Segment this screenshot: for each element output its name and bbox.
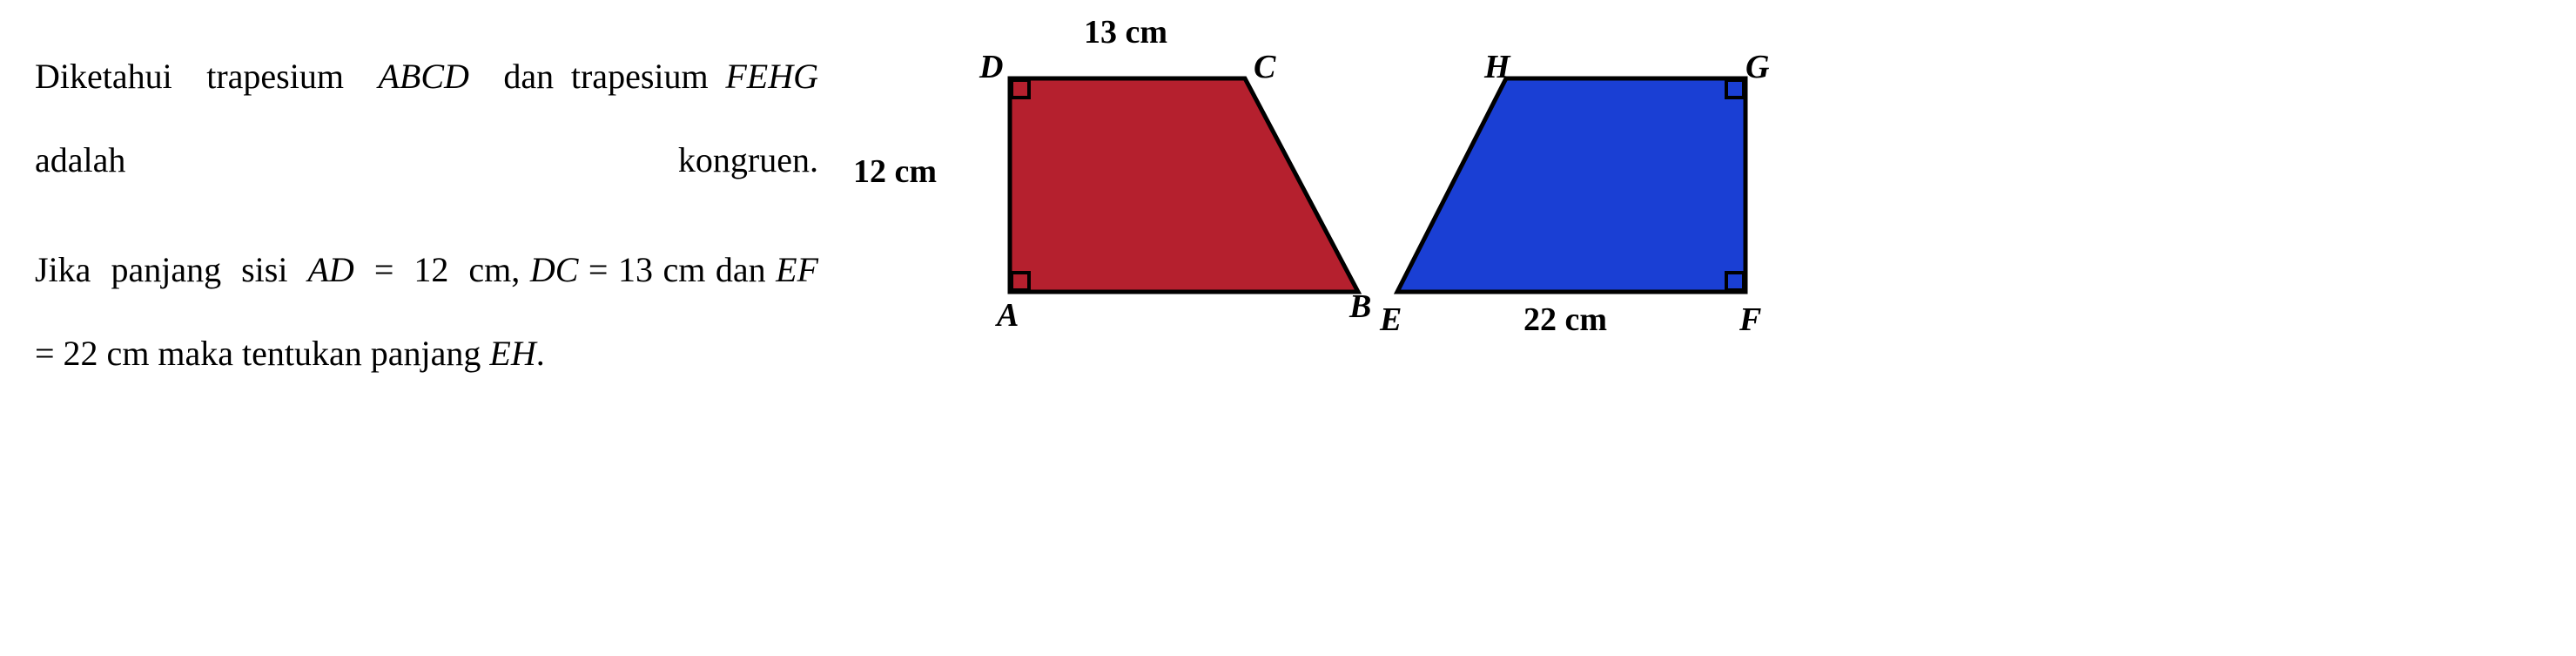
vertex-b: B — [1349, 287, 1371, 326]
paragraph-2: Jika panjang sisi AD = 12 cm, DC = 13 cm… — [35, 228, 818, 396]
blue-trapezoid-wrapper: H G E F 22 cm — [1384, 52, 1776, 322]
diagrams-container: D C A B 13 cm 12 cm H G E F 22 cm — [871, 35, 1776, 322]
vertex-e: E — [1380, 301, 1402, 339]
red-trapezoid-svg — [958, 52, 1367, 322]
vertex-c: C — [1254, 48, 1275, 86]
measure-ef: 22 cm — [1523, 301, 1607, 339]
red-trapezoid-shape — [1010, 78, 1358, 292]
vertex-d: D — [979, 48, 1003, 86]
blue-trapezoid-shape — [1397, 78, 1745, 292]
vertex-a: A — [997, 296, 1019, 335]
blue-trapezoid-svg — [1384, 52, 1776, 322]
paragraph-1: Diketahui trapesium ABCD dan trapesium F… — [35, 35, 818, 202]
vertex-h: H — [1484, 48, 1510, 86]
measure-ad: 12 cm — [853, 152, 937, 191]
vertex-f: F — [1739, 301, 1761, 339]
measure-dc: 13 cm — [1084, 13, 1167, 51]
red-trapezoid-wrapper: D C A B 13 cm 12 cm — [958, 52, 1367, 322]
vertex-g: G — [1745, 48, 1769, 86]
problem-text-column: Diketahui trapesium ABCD dan trapesium F… — [35, 35, 818, 422]
